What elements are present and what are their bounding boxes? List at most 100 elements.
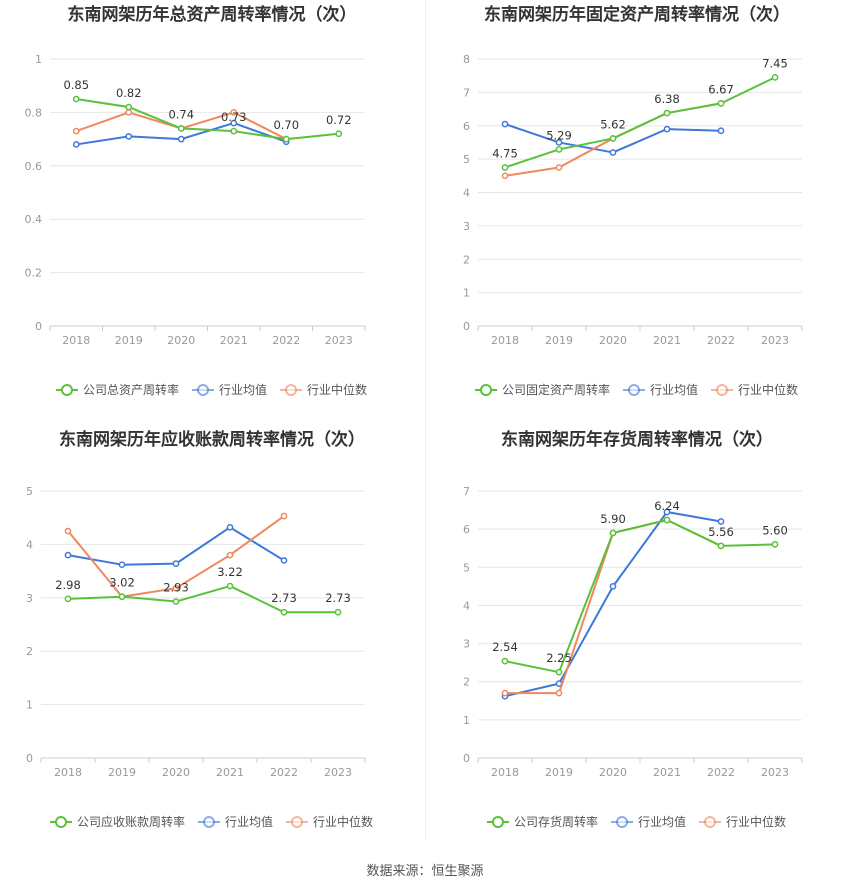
y-tick-label: 5 bbox=[26, 485, 33, 498]
series-line-company bbox=[67, 585, 338, 614]
legend-item-median: 行业中位数 bbox=[699, 814, 786, 829]
data-point-avg bbox=[663, 508, 671, 516]
data-label: 5.29 bbox=[546, 128, 572, 142]
legend-label: 行业均值 bbox=[225, 814, 273, 829]
x-tick-label: 2019 bbox=[545, 334, 573, 347]
legend-marker-icon bbox=[716, 384, 728, 396]
data-point-avg bbox=[717, 518, 725, 525]
x-tick-label: 2023 bbox=[324, 766, 352, 779]
y-tick-label: 1 bbox=[26, 699, 33, 712]
chart-svg: 东南网架历年应收账款周转率情况（次） 0 1 2 3 4 5 2018 2019 2020 2021… bbox=[26, 429, 373, 829]
data-point-median bbox=[501, 172, 509, 180]
data-point-median bbox=[72, 127, 80, 135]
legend-marker-icon bbox=[492, 816, 504, 828]
y-tick-label: 2 bbox=[463, 676, 470, 689]
x-tick-label: 2022 bbox=[707, 334, 735, 347]
y-tick-label: 6 bbox=[463, 120, 470, 133]
legend-marker-icon bbox=[197, 384, 209, 396]
legend-item-company: 公司存货周转率 bbox=[487, 814, 598, 829]
legend-item-median: 行业中位数 bbox=[280, 382, 367, 397]
data-point-median bbox=[125, 109, 133, 116]
legend-item-median: 行业中位数 bbox=[286, 814, 373, 829]
data-point-company bbox=[555, 668, 563, 676]
data-label: 2.73 bbox=[325, 591, 351, 605]
legend-label: 公司总资产周转率 bbox=[83, 382, 179, 397]
data-point-company bbox=[663, 109, 671, 117]
x-tick-label: 2020 bbox=[599, 766, 627, 779]
data-label: 3.22 bbox=[217, 565, 243, 579]
chart-title: 东南网架历年固定资产周转率情况（次） bbox=[484, 4, 790, 25]
data-point-company bbox=[118, 593, 126, 601]
y-tick-label: 3 bbox=[463, 220, 470, 233]
legend-label: 行业中位数 bbox=[313, 814, 373, 829]
data-point-avg bbox=[609, 583, 617, 590]
x-tick-label: 2023 bbox=[761, 766, 789, 779]
x-tick-label: 2019 bbox=[115, 334, 143, 347]
y-tick-label: 2 bbox=[26, 645, 33, 658]
y-tick-label: 0.8 bbox=[25, 106, 43, 119]
x-tick-label: 2022 bbox=[272, 334, 300, 347]
data-label: 2.93 bbox=[163, 581, 189, 595]
legend-label: 行业中位数 bbox=[307, 382, 367, 397]
data-label: 5.56 bbox=[708, 525, 734, 539]
data-label: 5.60 bbox=[762, 523, 788, 537]
legend-marker-icon bbox=[480, 384, 492, 396]
data-point-company bbox=[501, 657, 509, 665]
x-tick-label: 2022 bbox=[707, 766, 735, 779]
data-point-avg bbox=[118, 561, 126, 569]
x-tick-label: 2021 bbox=[216, 766, 244, 779]
data-point-avg bbox=[177, 135, 185, 143]
data-label: 3.02 bbox=[109, 576, 135, 590]
legend-item-avg: 行业均值 bbox=[623, 382, 698, 397]
data-point-median bbox=[555, 689, 563, 697]
y-tick-label: 0.6 bbox=[25, 160, 43, 173]
series-line-company bbox=[504, 518, 776, 674]
chart-svg: 东南网架历年存货周转率情况（次） 0 1 2 3 4 5 6 7 2018 2019 2020 2021… bbox=[463, 429, 803, 829]
y-tick-label: 5 bbox=[463, 153, 470, 166]
data-label: 4.75 bbox=[492, 146, 518, 160]
data-label: 0.73 bbox=[221, 110, 247, 124]
x-tick-label: 2018 bbox=[54, 766, 82, 779]
legend-marker-icon bbox=[704, 816, 716, 828]
x-tick-label: 2021 bbox=[653, 334, 681, 347]
data-point-company bbox=[64, 595, 72, 603]
series-line-avg bbox=[67, 526, 285, 566]
data-label: 0.82 bbox=[116, 86, 142, 100]
legend-label: 公司应收账款周转率 bbox=[77, 814, 185, 829]
x-tick-label: 2020 bbox=[167, 334, 195, 347]
x-tick-label: 2018 bbox=[491, 334, 519, 347]
y-tick-label: 4 bbox=[26, 538, 33, 551]
legend-marker-icon bbox=[61, 384, 73, 396]
chart-title: 东南网架历年应收账款周转率情况（次） bbox=[59, 429, 365, 450]
data-point-avg bbox=[72, 141, 80, 148]
data-point-avg bbox=[64, 551, 72, 559]
data-point-median bbox=[226, 551, 234, 559]
legend-item-company: 公司总资产周转率 bbox=[56, 382, 179, 397]
x-tick-label: 2021 bbox=[653, 766, 681, 779]
y-tick-label: 3 bbox=[26, 592, 33, 605]
x-tick-label: 2019 bbox=[545, 766, 573, 779]
legend-item-company: 公司固定资产周转率 bbox=[475, 382, 610, 397]
chart-title: 东南网架历年存货周转率情况（次） bbox=[501, 429, 773, 450]
legend-marker-icon bbox=[203, 816, 215, 828]
legend-label: 行业均值 bbox=[219, 382, 267, 397]
data-point-avg bbox=[663, 125, 671, 133]
y-tick-label: 7 bbox=[463, 485, 470, 498]
x-tick-label: 2021 bbox=[220, 334, 248, 347]
legend-item-avg: 行业均值 bbox=[611, 814, 686, 829]
data-label: 5.90 bbox=[600, 512, 626, 526]
data-point-median bbox=[501, 689, 509, 697]
data-label: 6.38 bbox=[654, 92, 680, 106]
data-point-company bbox=[177, 125, 185, 132]
y-tick-label: 0 bbox=[463, 320, 470, 333]
y-tick-label: 0.2 bbox=[25, 267, 43, 280]
legend-label: 行业均值 bbox=[650, 382, 698, 397]
y-tick-label: 7 bbox=[463, 86, 470, 99]
data-point-median bbox=[172, 584, 180, 592]
data-label: 2.25 bbox=[546, 651, 572, 665]
x-tick-label: 2018 bbox=[62, 334, 90, 347]
data-point-company bbox=[282, 135, 290, 143]
data-point-company bbox=[230, 127, 238, 135]
data-point-avg bbox=[172, 560, 180, 567]
data-point-company bbox=[771, 74, 779, 81]
